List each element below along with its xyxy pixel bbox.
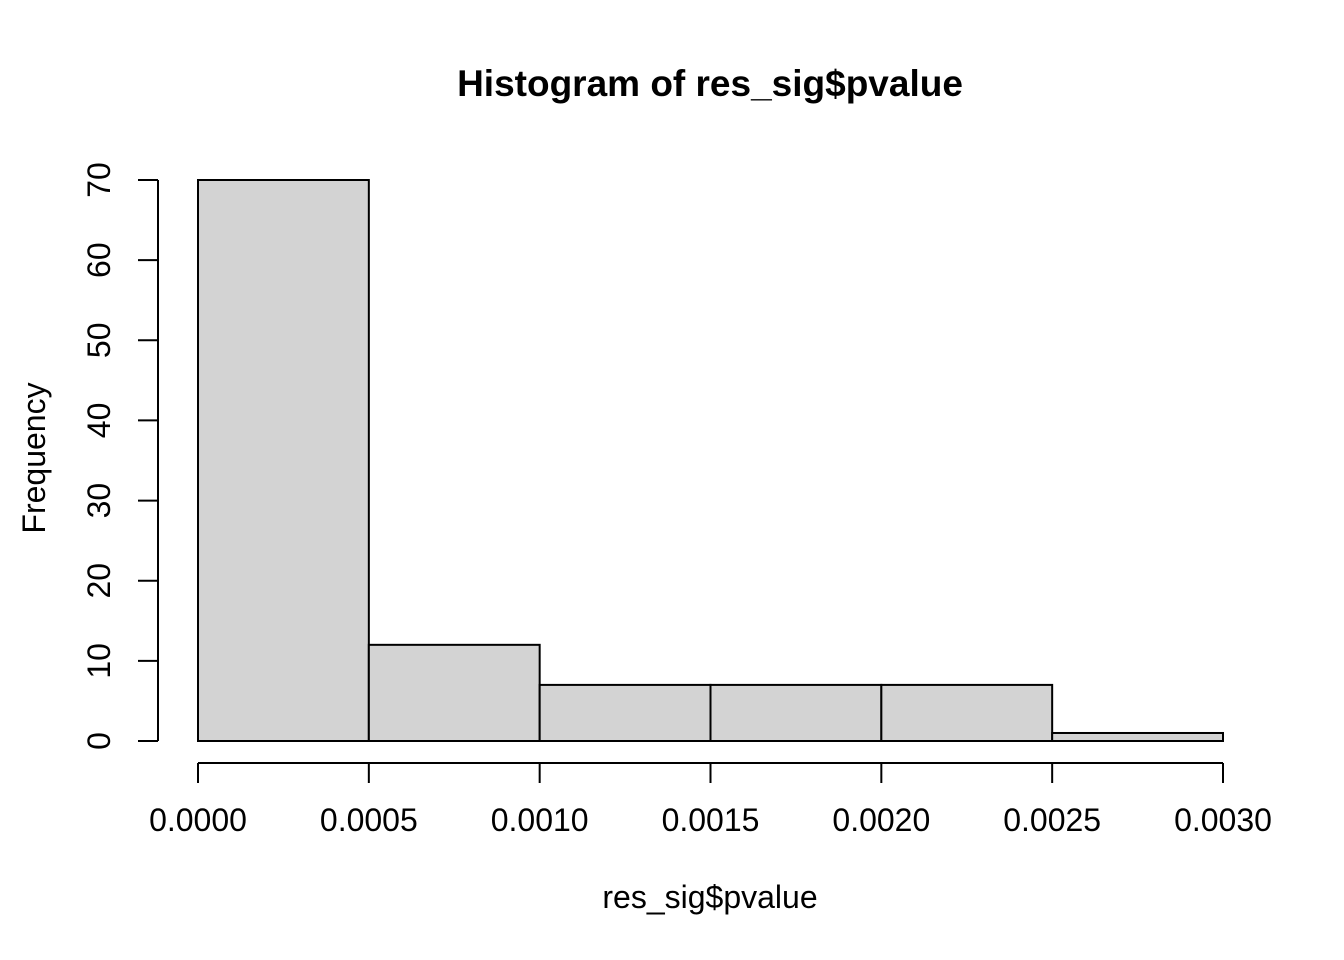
y-tick-label: 70 xyxy=(81,162,117,198)
y-tick-label: 20 xyxy=(81,563,117,599)
x-tick-label: 0.0025 xyxy=(1003,802,1101,838)
histogram-bars xyxy=(197,179,1224,743)
y-axis: 0 10 20 30 40 50 60 70 xyxy=(81,162,159,750)
y-axis-label: Frequency xyxy=(16,382,52,533)
histogram-bar xyxy=(367,643,541,742)
chart-title: Histogram of res_sig$pvalue xyxy=(457,63,963,104)
y-tick-label: 0 xyxy=(81,732,117,750)
y-tick-label: 50 xyxy=(81,322,117,358)
histogram-bar xyxy=(880,683,1054,743)
x-tick-label: 0.0005 xyxy=(320,802,418,838)
histogram-bar xyxy=(709,683,883,743)
x-tick-label: 0.0015 xyxy=(662,802,760,838)
x-axis: 0.0000 0.0005 0.0010 0.0015 0.0020 0.0025 0.00… xyxy=(149,762,1272,838)
histogram-bar xyxy=(197,179,370,742)
histogram-bar xyxy=(538,683,712,743)
histogram-bar xyxy=(1051,731,1224,743)
y-tick-label: 10 xyxy=(81,643,117,679)
x-tick-label: 0.0020 xyxy=(832,802,930,838)
x-tick-label: 0.0030 xyxy=(1174,802,1272,838)
x-axis-label: res_sig$pvalue xyxy=(602,879,817,915)
x-tick-label: 0.0010 xyxy=(491,802,589,838)
x-tick-label: 0.0000 xyxy=(149,802,247,838)
y-tick-label: 30 xyxy=(81,483,117,519)
y-tick-label: 40 xyxy=(81,403,117,439)
y-tick-label: 60 xyxy=(81,242,117,278)
